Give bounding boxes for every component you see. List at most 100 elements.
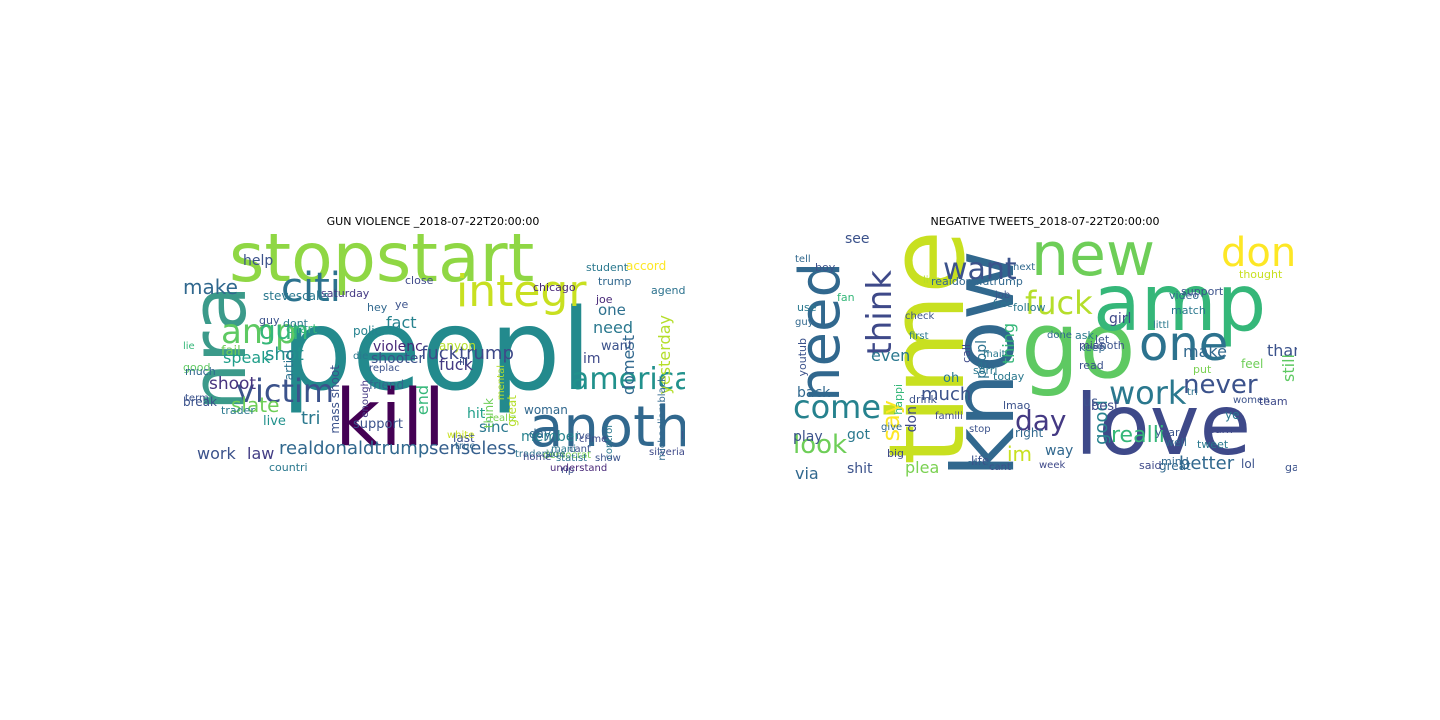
cloud-word: traderjo [515,449,555,460]
cloud-word: realiz [489,413,516,424]
cloud-word: support [353,417,403,432]
cloud-word: guy [795,317,814,328]
cloud-word: home [523,452,552,463]
cloud-word: much [921,384,972,405]
cloud-word: mind [1161,455,1189,468]
cloud-word: youtub [796,338,809,377]
cloud-word: ask [1075,329,1094,342]
cloud-word: close [405,274,434,287]
cloud-word: back [797,385,831,401]
cloud-word: accord [626,259,667,273]
cloud-word: use [797,301,817,314]
cloud-word: realdonaldtrump [931,275,1023,288]
cloud-word: true [455,441,476,452]
cloud-word: follow [1013,301,1046,314]
cloud-word: citi [281,265,341,311]
cloud-word: fuck [439,355,473,374]
cloud-word: drink [909,393,937,406]
cloud-word: live [923,275,941,286]
cloud-word: democrat [543,450,592,461]
cloud-word: think [482,398,496,429]
cloud-word: integr [456,266,587,317]
cloud-word: realli [1111,423,1165,448]
panel-title-gun-violence: GUN VIOLENCE _2018-07-22T20:00:00 [326,215,540,228]
cloud-word: michaeliamblack [657,376,668,461]
cloud-word: hey [367,301,388,314]
cloud-word: liar [681,429,685,442]
cloud-word: new [1031,234,1156,290]
cloud-word: law [247,444,275,463]
cloud-word: read [1079,359,1104,372]
cloud-word: kill [335,374,446,464]
cloud-word: one [598,301,626,319]
cloud-word: cant [569,444,591,455]
cloud-word: call [960,344,973,363]
cloud-word: make [1183,342,1227,361]
cloud-word: see [845,234,870,247]
cloud-word: don [904,406,920,433]
cloud-word: trader [221,404,255,417]
cloud-word: need [793,262,853,402]
cloud-word: fucktrump [421,343,514,364]
cloud-word: stop [969,424,991,435]
cloud-word: tri [301,408,321,429]
cloud-word: enough [360,380,371,418]
cloud-word: job [995,290,1011,301]
cloud-word: plea [905,458,940,477]
cloud-word: best [1091,399,1120,414]
cloud-word: us [1083,395,1099,410]
cloud-word: friend [369,378,405,392]
cloud-word: today [993,370,1025,383]
cloud-word: dont [1221,234,1297,276]
cloud-word: break [183,395,217,409]
cloud-word: fact [386,313,417,332]
cloud-word: statist [556,453,588,464]
cloud-word: replac [369,363,400,374]
cloud-word: last [453,431,475,445]
cloud-word: anoth [529,395,685,460]
cloud-word: realdonaldtrump [279,438,430,459]
cloud-word: ive [576,431,591,442]
cloud-word: put [1193,363,1212,376]
cloud-word: big [887,447,905,460]
cloud-word: life [971,454,990,468]
cloud-word: thank [1267,341,1297,360]
cloud-word: game [1285,461,1297,474]
cloud-word: boy [815,261,836,274]
cloud-word: work [197,444,236,463]
cloud-word: support [1181,285,1224,298]
cloud-word: understand [550,463,608,474]
cloud-word: chart [286,322,318,336]
cloud-word: year [1155,426,1180,439]
cloud-word: right [1015,426,1044,440]
cloud-word: lmao [1003,399,1031,412]
cloud-word: want [943,252,1017,287]
cloud-word: lol [1241,457,1256,471]
cloud-word: member [521,429,581,445]
word-cloud-gun-violence: nra peopl stopstart kill anoth integr citi amp a… [181,234,685,486]
cloud-word: next [1013,262,1036,273]
cloud-word: shooter [371,351,425,367]
cloud-word: trump [598,275,632,288]
cloud-word: anoth [1093,339,1125,352]
cloud-word: never [1183,370,1258,400]
cloud-word: keep [1079,341,1106,354]
cloud-word: got [847,427,870,443]
cloud-word: happi [892,384,905,415]
cloud-word: done [1047,330,1072,341]
cloud-word: day [1015,404,1067,437]
cloud-word: stopstart [229,234,535,298]
cloud-word: violenc [373,339,423,355]
cloud-word: make [183,275,238,299]
cloud-word: america [571,362,685,397]
cloud-word: fan [837,291,855,304]
cloud-word: cant [989,462,1011,473]
cloud-word: need [593,318,633,337]
cloud-word: women [1233,395,1270,406]
cloud-word: team [1259,395,1288,408]
cloud-word: mass shoot [328,365,342,434]
cloud-word: end [413,385,432,416]
cloud-word: slate [231,393,280,417]
cloud-word: amp [221,312,297,352]
cloud-word: famili [935,411,963,422]
